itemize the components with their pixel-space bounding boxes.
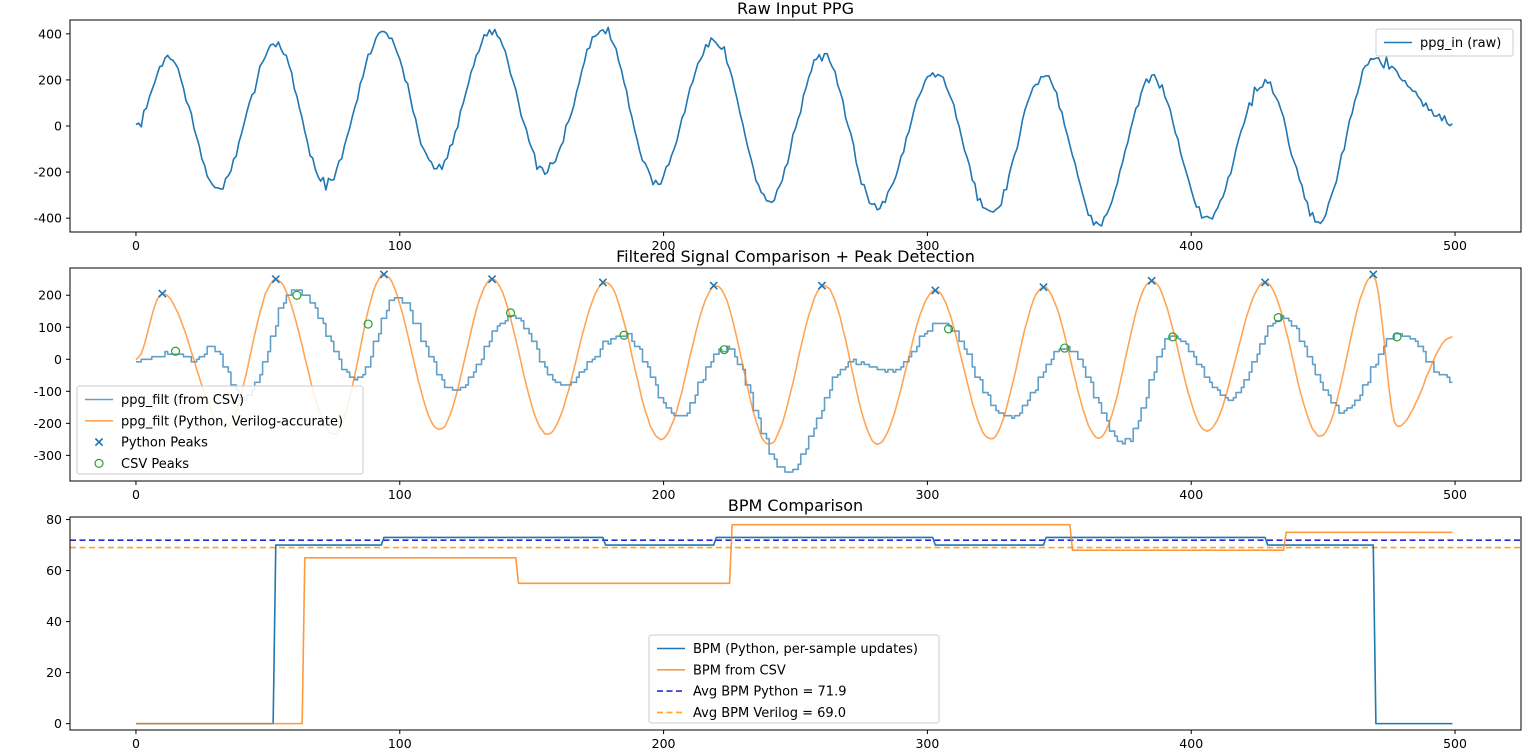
legend-label: Avg BPM Python = 71.9: [693, 685, 846, 700]
x-tick-label: 200: [652, 238, 676, 253]
csv-peak-marker: [363, 319, 373, 329]
python-peak-marker: [271, 275, 280, 284]
x-tick-label: 300: [915, 238, 939, 253]
legend-label: Python Peaks: [121, 436, 208, 451]
x-tick-label: 0: [132, 487, 140, 502]
plot-area: [70, 523, 1521, 725]
axes-frame: [69, 19, 1522, 233]
y-tick-label: -200: [34, 416, 62, 431]
python-peak-marker: [598, 278, 608, 287]
y-tick-label: -300: [34, 448, 62, 463]
legend-x-swatch: [94, 437, 104, 447]
legend: ppg_filt (from CSV) ppg_filt (Python, Ver…: [76, 385, 364, 475]
python-peak-marker: [379, 270, 389, 279]
series-line-2: [135, 273, 1453, 446]
series-line-1: [135, 536, 1453, 725]
series-line-1: [135, 289, 1453, 473]
x-tick-label: 0: [132, 238, 140, 253]
csv-peak-marker: [619, 330, 629, 340]
y-tick-label: 80: [46, 512, 62, 527]
axes-frame: [69, 516, 1522, 731]
chart-title: Filtered Signal Comparison + Peak Detect…: [616, 247, 975, 266]
series-line-2: [135, 523, 1453, 725]
chart-title: Raw Input PPG: [737, 0, 854, 18]
csv-peak-marker: [505, 308, 516, 318]
python-peak-marker: [158, 289, 167, 298]
y-tick-label: 100: [38, 320, 62, 335]
y-tick-label: 20: [46, 665, 62, 680]
plot-area: [135, 270, 1453, 473]
y-tick-label: 60: [46, 563, 62, 578]
y-tick-label: 400: [38, 26, 62, 41]
csv-peak-marker: [943, 324, 954, 334]
csv-peak-marker: [292, 290, 302, 300]
axes-frame: [69, 267, 1522, 482]
x-tick-label: 100: [388, 238, 412, 253]
csv-peak-marker: [1059, 343, 1070, 353]
chart-title: BPM Comparison: [728, 496, 863, 515]
x-tick-label: 500: [1443, 487, 1467, 502]
x-tick-label: 300: [915, 487, 939, 502]
python-peak-marker: [1147, 276, 1156, 285]
chart-panel-1: Raw Input PPG 0 100 200 300 400 500 -400 -200 0 20…: [34, 0, 1522, 253]
legend-box: [648, 634, 940, 724]
series-line-1: [135, 26, 1453, 227]
python-peak-marker: [1260, 278, 1270, 287]
y-tick-label: 0: [54, 716, 62, 731]
legend-box: [1375, 28, 1514, 57]
legend-box: [76, 385, 364, 475]
y-tick-label: 0: [54, 352, 62, 367]
csv-peak-marker: [1273, 313, 1283, 323]
legend-label: BPM from CSV: [693, 663, 786, 678]
x-tick-label: 500: [1443, 736, 1467, 751]
x-tick-label: 300: [915, 736, 939, 751]
y-tick-label: 0: [54, 119, 62, 134]
legend-circle-swatch: [94, 458, 104, 468]
x-tick-label: 400: [1179, 487, 1203, 502]
y-tick-label: 200: [38, 72, 62, 87]
python-peak-marker: [487, 275, 497, 284]
legend-label: ppg_filt (from CSV): [121, 393, 244, 408]
x-tick-label: 200: [652, 736, 676, 751]
legend-label: ppg_filt (Python, Verilog-accurate): [121, 414, 343, 429]
legend-label: BPM (Python, per-sample updates): [693, 642, 918, 657]
csv-peak-marker: [1392, 332, 1402, 342]
x-tick-label: 400: [1179, 238, 1203, 253]
chart-panel-3: BPM Comparison 0 100 200 300 400 500 0 20 40 60 80 B…: [46, 496, 1522, 751]
y-tick-label: -400: [34, 211, 62, 226]
y-tick-label: 200: [38, 288, 62, 303]
x-tick-label: 100: [388, 736, 412, 751]
python-peak-marker: [1369, 270, 1378, 279]
csv-peak-marker: [719, 345, 729, 355]
legend: ppg_in (raw): [1375, 28, 1514, 57]
chart-panel-2: Filtered Signal Comparison + Peak Detect…: [34, 247, 1522, 502]
python-peak-marker: [817, 281, 827, 290]
x-tick-label: 200: [652, 487, 676, 502]
x-tick-label: 0: [132, 736, 140, 751]
python-peak-marker: [709, 281, 718, 290]
x-tick-label: 100: [388, 487, 412, 502]
python-peak-marker: [1039, 283, 1048, 292]
legend-label: CSV Peaks: [121, 457, 189, 472]
python-peak-marker: [931, 286, 940, 295]
csv-peak-marker: [170, 346, 181, 356]
plot-area: [135, 26, 1453, 227]
x-tick-label: 500: [1443, 238, 1467, 253]
y-tick-label: -100: [34, 384, 62, 399]
csv-peak-marker: [1168, 332, 1178, 342]
legend-label: Avg BPM Verilog = 69.0: [693, 706, 846, 721]
legend-label: ppg_in (raw): [1420, 36, 1501, 51]
y-tick-label: -200: [34, 165, 62, 180]
x-tick-label: 400: [1179, 736, 1203, 751]
y-tick-label: 40: [46, 614, 62, 629]
legend: BPM (Python, per-sample updates) BPM from…: [648, 634, 940, 724]
